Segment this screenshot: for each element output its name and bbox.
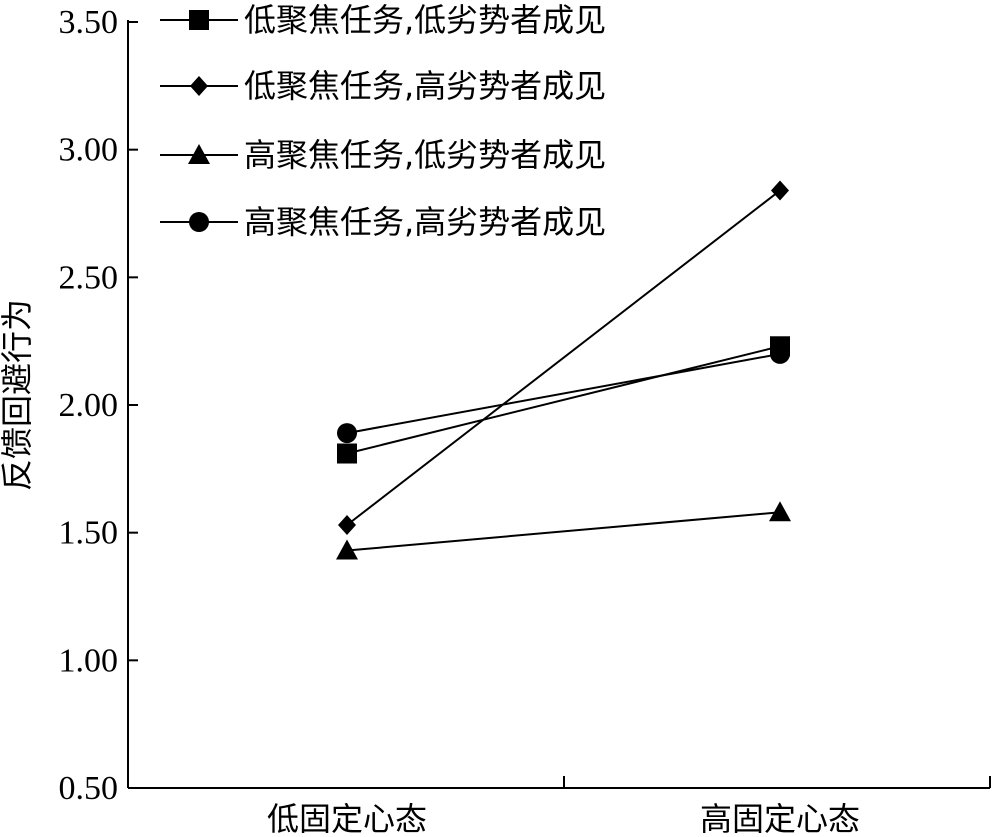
legend: 低聚焦任务,低劣势者成见低聚焦任务,高劣势者成见高聚焦任务,低劣势者成见高聚焦任…	[160, 1, 606, 241]
series-line	[346, 511, 781, 552]
legend-label: 低聚焦任务,高劣势者成见	[244, 67, 606, 105]
legend-item: 低聚焦任务,高劣势者成见	[160, 67, 606, 105]
y-tick-label: 0.50	[59, 770, 119, 807]
series-diamond	[338, 180, 789, 536]
legend-marker-circle	[189, 212, 209, 232]
series-line	[346, 352, 781, 435]
legend-label: 高聚焦任务,低劣势者成见	[244, 136, 606, 174]
data-point-circle	[770, 343, 790, 364]
y-tick-label: 2.00	[59, 387, 119, 424]
legend-marker-square	[189, 10, 209, 30]
data-point-circle	[337, 423, 357, 444]
y-tick-label: 1.00	[59, 642, 119, 679]
y-tick-label: 3.00	[59, 132, 119, 169]
legend-item: 低聚焦任务,低劣势者成见	[160, 1, 606, 39]
data-point-triangle	[336, 539, 358, 560]
legend-item: 高聚焦任务,低劣势者成见	[160, 136, 606, 174]
y-tick-label: 1.50	[59, 515, 119, 552]
data-point-diamond	[771, 180, 789, 201]
data-point-diamond	[338, 515, 356, 536]
series-triangle	[336, 501, 791, 560]
data-point-triangle	[769, 501, 791, 522]
x-tick-label: 低固定心态	[267, 800, 427, 837]
series-square	[337, 336, 790, 464]
series-line	[346, 189, 781, 526]
legend-marker-triangle	[188, 144, 210, 164]
legend-item: 高聚焦任务,高劣势者成见	[160, 203, 606, 241]
legend-label: 高聚焦任务,高劣势者成见	[244, 203, 606, 241]
legend-label: 低聚焦任务,低劣势者成见	[244, 1, 606, 39]
series-circle	[337, 343, 790, 444]
y-tick-label: 2.50	[59, 259, 119, 296]
data-point-square	[337, 443, 357, 464]
x-tick-label: 高固定心态	[700, 800, 860, 837]
series-layer	[336, 180, 791, 560]
series-line	[346, 345, 781, 455]
axes: 0.50 1.00 1.50 2.00 2.50 3.00 3.50 低固定心态 高固定心态	[59, 4, 991, 837]
y-tick-label: 3.50	[59, 4, 119, 41]
legend-marker-diamond	[190, 76, 208, 96]
y-axis-label: 反馈回避行为	[0, 299, 36, 491]
